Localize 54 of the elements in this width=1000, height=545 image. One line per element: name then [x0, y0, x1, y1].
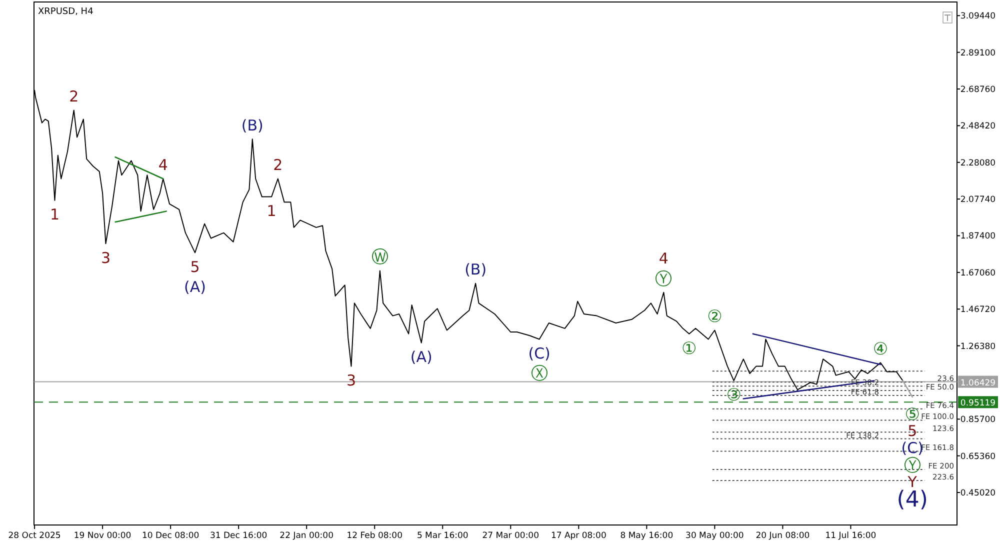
- annotation: 1: [266, 202, 276, 220]
- annotation: Ⓦ: [371, 248, 388, 268]
- x-tick-label: 11 Jul 16:00: [825, 531, 876, 541]
- annotation: ⑤: [904, 404, 920, 425]
- ref-line-label: 1.06429: [960, 378, 996, 388]
- x-tick-label: 28 Oct 2025: [8, 531, 61, 541]
- text: XRPUSD, H4: [38, 7, 94, 17]
- y-tick-label: 2.68760: [960, 85, 996, 95]
- annotation: 5: [190, 258, 200, 276]
- x-tick-label: 10 Dec 08:00: [142, 531, 200, 541]
- x-tick-label: 27 Mar 00:00: [482, 531, 540, 541]
- x-tick-label: 17 Apr 08:00: [550, 531, 606, 541]
- annotation: 4: [658, 250, 668, 268]
- x-tick-label: 12 Feb 08:00: [346, 531, 402, 541]
- annotation: (B): [241, 116, 264, 134]
- annotation: (C): [901, 439, 924, 458]
- x-tick-label: 8 May 16:00: [620, 531, 674, 541]
- ref-line-label: 0.95119: [960, 398, 996, 409]
- annotation: 3: [346, 372, 356, 390]
- annotation: (C): [528, 344, 550, 362]
- x-tick-label: 31 Dec 16:00: [210, 531, 268, 541]
- y-tick-label: 2.48420: [960, 122, 996, 132]
- annotation: Ⓨ: [904, 456, 921, 476]
- y-tick-label: 1.26380: [960, 342, 996, 352]
- y-tick-label: 1.87400: [960, 232, 996, 242]
- x-tick-label: 22 Jan 00:00: [280, 531, 334, 541]
- y-tick-label: 1.46720: [960, 305, 996, 316]
- y-tick-label: 1.67060: [960, 268, 996, 278]
- y-tick-label: 2.07740: [960, 195, 996, 206]
- annotation: 4: [158, 156, 168, 174]
- annotation: ②: [707, 307, 722, 328]
- y-tick-label: 3.09440: [960, 12, 996, 22]
- y-tick-label: 2.28080: [960, 158, 996, 168]
- annotation: (B): [464, 260, 487, 279]
- annotation: ④: [872, 340, 888, 360]
- annotation: ③: [726, 386, 742, 406]
- y-tick-label: 2.89100: [960, 48, 996, 58]
- annotation: Ⓨ: [655, 269, 672, 290]
- annotation: (A): [410, 348, 432, 366]
- y-tick-label: 0.85700: [960, 415, 996, 426]
- x-tick-label: 5 Mar 16:00: [416, 531, 468, 541]
- annotation: 2: [69, 87, 79, 106]
- x-tick-label: 30 May 00:00: [686, 531, 744, 541]
- x-tick-label: 20 Jun 08:00: [756, 531, 810, 541]
- annotation: (A): [184, 278, 206, 296]
- x-tick-label: 19 Nov 00:00: [74, 531, 132, 541]
- annotation: 1: [50, 206, 60, 224]
- annotation: 3: [100, 248, 111, 267]
- y-tick-label: 0.45020: [960, 488, 996, 498]
- annotation: 5: [908, 422, 918, 440]
- y-tick-label: 0.65360: [960, 452, 996, 462]
- annotation: ①: [682, 338, 697, 359]
- annotation: 2: [273, 156, 283, 174]
- annotation: Ⓧ: [530, 364, 548, 384]
